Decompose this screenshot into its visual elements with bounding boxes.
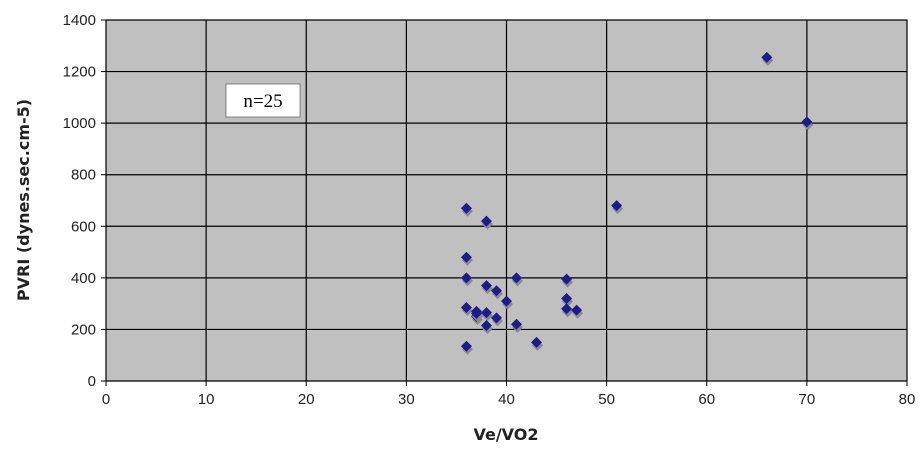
x-axis-title: Ve/VO2 [473,425,538,444]
data-point-marker [761,51,773,63]
x-tick-label: 30 [398,391,415,408]
x-tick-label: 0 [102,391,110,408]
y-tick-label: 800 [71,167,96,184]
y-tick-label: 400 [71,270,96,287]
data-point-marker [460,251,472,263]
axes [101,19,908,386]
data-point [531,336,544,351]
data-point-marker [470,307,482,319]
data-point [460,340,473,355]
y-tick-label: 0 [88,373,96,390]
annotation-box: n=25 [225,83,301,118]
x-tick-label: 70 [799,391,816,408]
data-point [561,273,574,288]
x-tick-label: 10 [198,391,215,408]
data-point [761,51,774,66]
data-point-marker [561,273,573,285]
data-point [511,272,524,287]
data-point [460,202,473,217]
data-point-marker [531,336,543,348]
data-point [480,280,493,295]
data-point [480,320,493,335]
y-tick-label: 1400 [63,12,96,29]
data-point-marker [490,312,502,324]
data-point [490,285,503,300]
x-tick-label: 20 [298,391,315,408]
data-point [571,304,584,319]
data-point [460,251,473,266]
data-point [611,200,624,215]
x-tick-label: 40 [498,391,515,408]
y-tick-label: 1200 [63,64,96,81]
data-points [460,51,814,355]
data-point-marker [490,285,502,297]
x-tick-label: 80 [899,391,916,408]
data-point-marker [511,272,523,284]
data-point [801,116,814,131]
data-point [501,295,513,310]
data-point-marker [611,200,623,212]
data-point-marker [480,307,492,319]
data-point-marker [511,318,523,330]
data-point-marker [460,202,472,214]
y-tick-labels: 0 200 400 600 800 1000 1200 1400 [63,12,96,390]
y-tick-label: 1000 [63,115,96,132]
data-point [470,307,483,322]
data-point [561,303,574,318]
data-point-marker [561,292,573,304]
data-point-marker [801,116,813,128]
x-tick-labels: 0 10 20 30 40 50 60 70 80 [102,391,916,408]
data-point-marker [501,295,512,307]
data-point-marker [460,272,472,284]
y-tick-label: 200 [71,321,96,338]
data-point-marker [480,320,492,332]
data-point [490,312,503,327]
data-point-marker [480,280,492,292]
data-point-marker [561,303,573,315]
y-tick-label: 600 [71,218,96,235]
x-tick-label: 60 [698,391,715,408]
data-point-marker [571,304,583,316]
data-point [460,272,473,287]
data-point-marker [480,215,492,227]
x-tick-label: 50 [598,391,615,408]
data-point [480,307,493,322]
data-point [460,302,473,317]
data-point [480,215,493,230]
annotation-label: n=25 [243,91,282,112]
data-point-marker [460,302,472,314]
data-point-marker [460,340,472,352]
y-axis-title: PVRI (dynes.sec.cm-5) [14,99,33,301]
data-point [511,318,524,333]
data-point [561,292,574,307]
